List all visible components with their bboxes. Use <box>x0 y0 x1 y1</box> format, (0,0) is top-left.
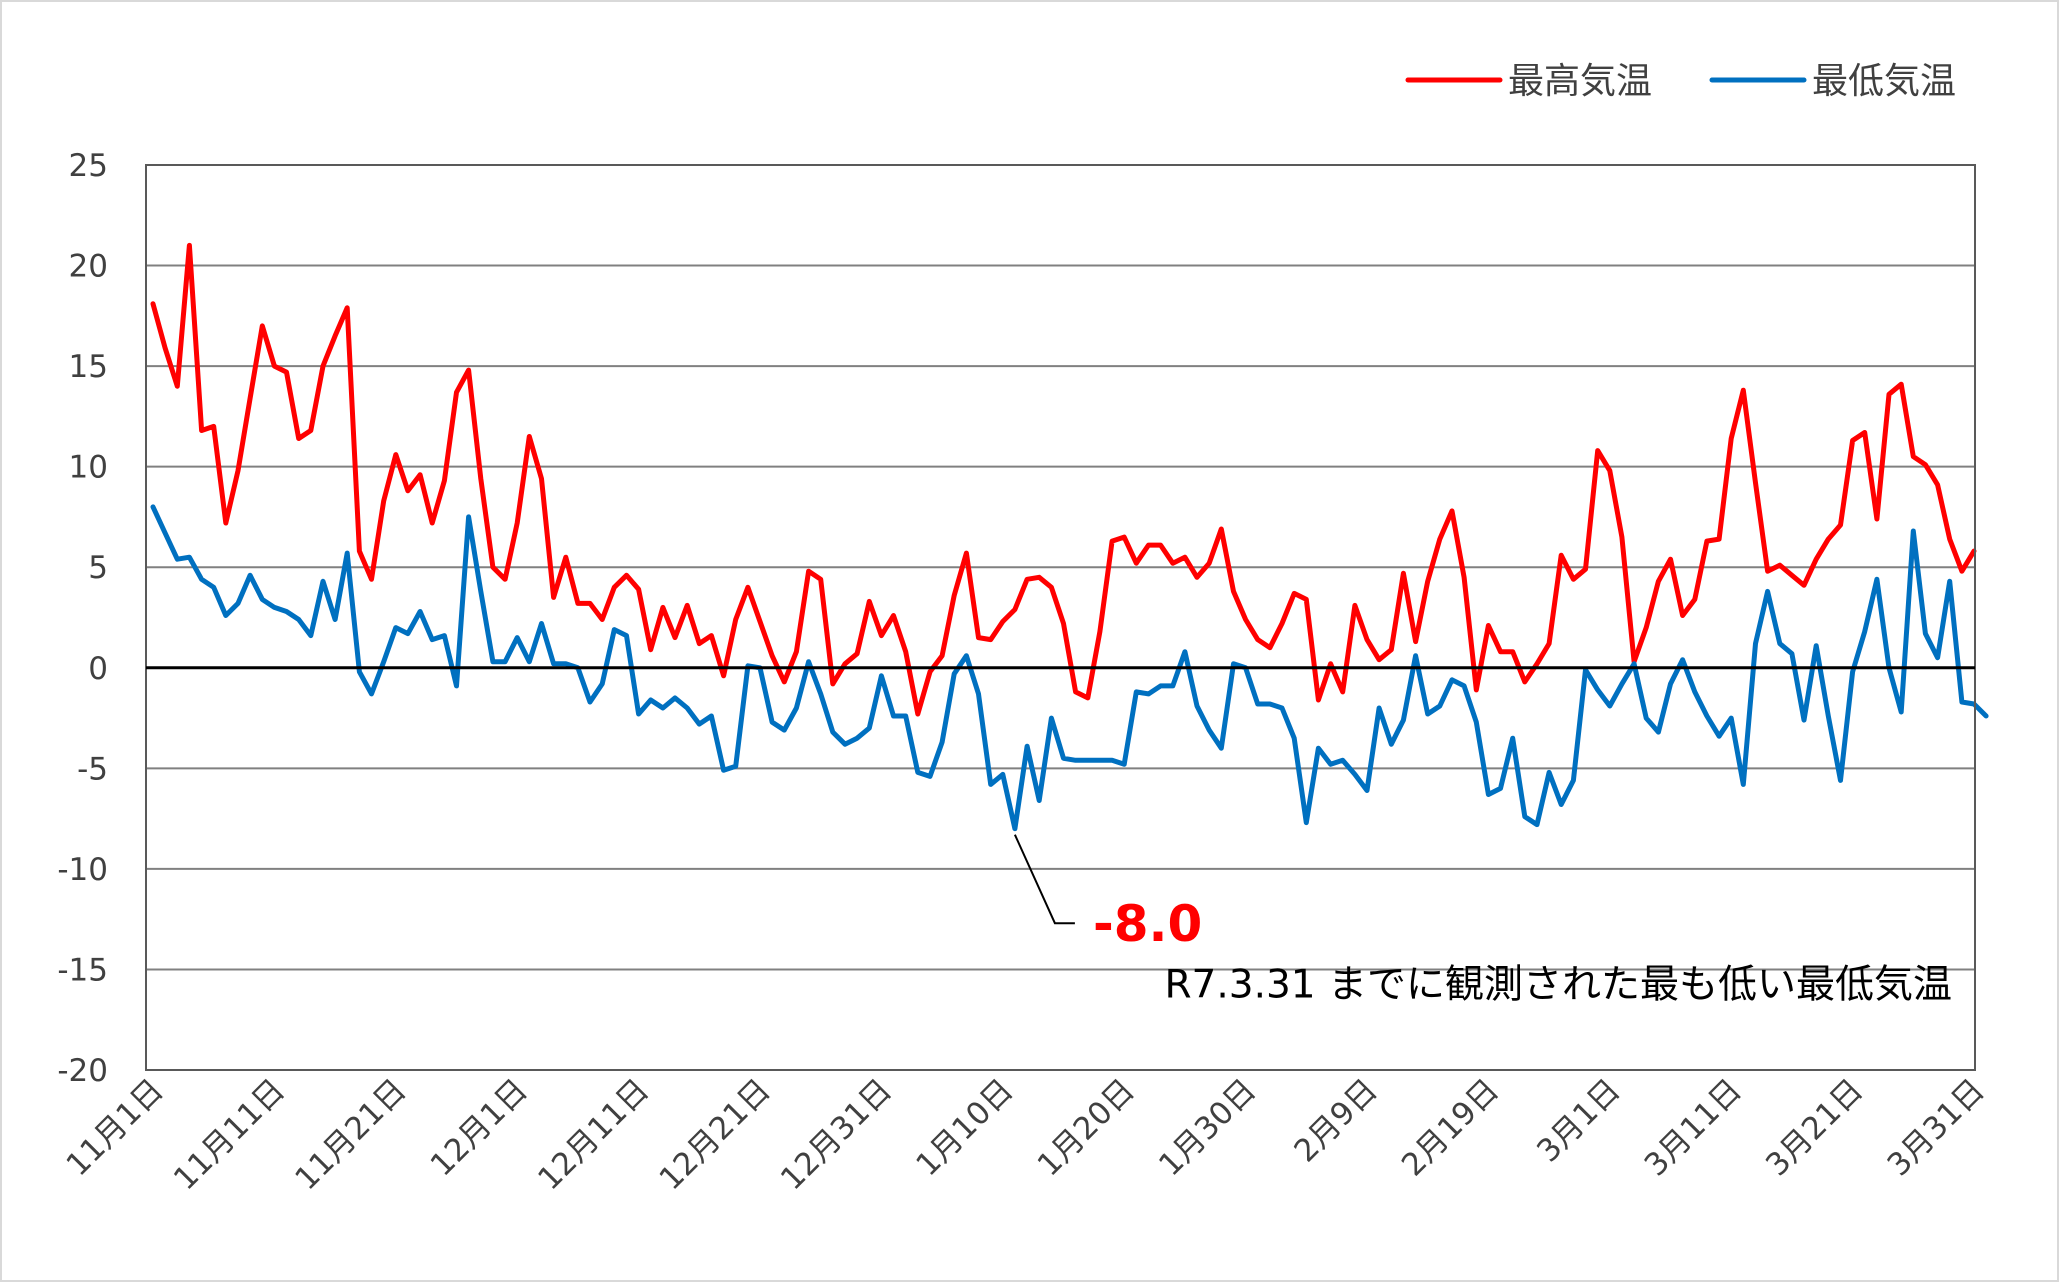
y-tick-label: 20 <box>69 249 108 285</box>
min-temperature-annotation: -8.0 R7.3.31 までに観測された最も低い最低気温 <box>1013 834 1952 1008</box>
y-tick-label: -15 <box>57 952 108 988</box>
y-tick-label: 25 <box>69 148 108 184</box>
annotation-note: R7.3.31 までに観測された最も低い最低気温 <box>1164 963 1952 1008</box>
series-line-min-temp <box>150 504 1989 832</box>
y-tick-label: 10 <box>69 450 108 486</box>
legend-label-min-temp: 最低気温 <box>1812 61 1956 102</box>
y-tick-label: 0 <box>88 651 108 687</box>
legend-label-max-temp: 最高気温 <box>1508 61 1652 102</box>
y-tick-label: -20 <box>57 1053 108 1089</box>
annotation-value-label: -8.0 <box>1093 895 1202 953</box>
plot-area-border <box>145 164 1976 1071</box>
series-line-max-temp <box>150 242 1977 717</box>
annotation-leader-line <box>1013 834 1075 925</box>
y-tick-label: -10 <box>57 852 108 888</box>
plot-series <box>150 242 1989 832</box>
legend: 最高気温 最低気温 <box>1405 61 1956 102</box>
y-tick-label: 15 <box>69 349 108 385</box>
y-tick-label: 5 <box>88 550 108 586</box>
y-tick-label: -5 <box>77 751 108 787</box>
y-axis-tick-labels: 25 20 15 10 5 0 -5 -10 -15 -20 <box>57 148 108 1089</box>
